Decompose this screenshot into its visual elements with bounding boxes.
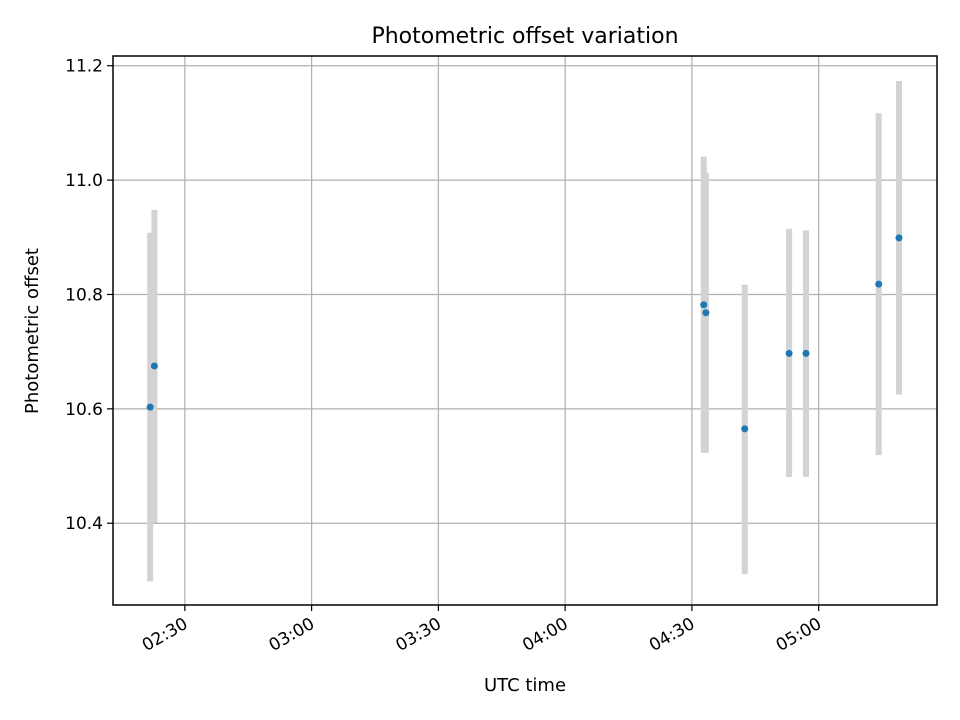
data-point: [785, 349, 793, 357]
data-point: [700, 301, 708, 309]
y-tick-label: 10.8: [65, 285, 103, 305]
grid: [113, 56, 937, 605]
data-point: [702, 309, 710, 317]
x-axis-label: UTC time: [484, 675, 566, 696]
plot-frame: [112, 55, 938, 606]
data-point: [146, 403, 154, 411]
data-point: [802, 349, 810, 357]
chart-title: Photometric offset variation: [371, 24, 678, 49]
y-tick-label: 11.0: [65, 171, 103, 191]
data-point: [875, 280, 883, 288]
data-points: [146, 234, 903, 433]
y-tick-label: 11.2: [65, 57, 103, 77]
y-axis-label: Photometric offset: [22, 248, 43, 414]
y-tick-label: 10.4: [65, 514, 103, 534]
y-tick-label: 10.6: [65, 400, 103, 420]
data-point: [150, 362, 158, 370]
y-axis-ticks: 10.4 10.6 10.8 11.0 11.2: [65, 57, 113, 534]
data-point: [895, 234, 903, 242]
data-point: [741, 425, 749, 433]
